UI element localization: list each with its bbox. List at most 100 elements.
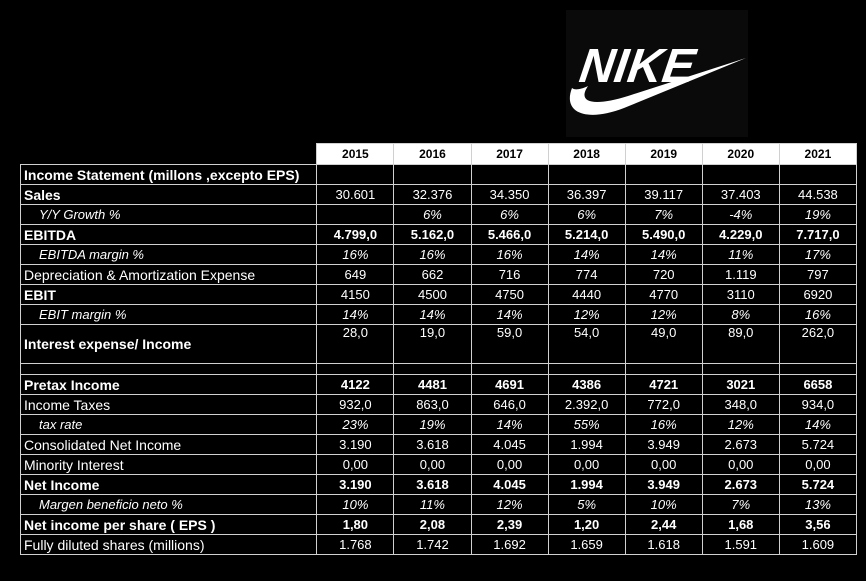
value-cell-2019: 49,0 [624,324,703,364]
value-cell-2021: 1.609 [778,534,858,555]
row-label: Net income per share ( EPS ) [19,514,318,535]
value-cell-2021: 5.724 [778,474,858,495]
value-cell-2018: 4440 [547,284,626,305]
year-header-2020: 2020 [701,143,780,165]
value-cell-2021: 7.717,0 [778,224,858,245]
value-cell-2018: 36.397 [547,184,626,205]
value-cell-2015: 0,00 [316,454,395,475]
row-label: Interest expense/ Income [19,324,318,364]
value-cell-2021: 3,56 [778,514,858,535]
value-cell-2019: 720 [624,264,703,285]
value-cell-2018: 1,20 [547,514,626,535]
value-cell-2021: 14% [778,414,858,435]
value-cell-2019: 14% [624,244,703,265]
row-margen-beneficio-neto: Margen beneficio neto % 10% 11% 12% 5% 10% 7% 1… [19,494,858,515]
value-cell-2020: 12% [701,414,780,435]
value-cell-2017: 59,0 [470,324,549,364]
value-cell-2021: 0,00 [778,454,858,475]
value-cell-2019: 2,44 [624,514,703,535]
value-cell-2016: 4481 [393,374,472,395]
row-label: EBITDA margin % [19,244,318,265]
value-cell-2018: 54,0 [547,324,626,364]
row-ebit: EBIT 4150 4500 4750 4440 4770 3110 6920 [19,284,858,305]
value-cell-2020: 89,0 [701,324,780,364]
row-label: tax rate [19,414,318,435]
value-cell-2016: 3.618 [393,434,472,455]
value-cell-2019: 3.949 [624,474,703,495]
row-label: Fully diluted shares (millions) [19,534,318,555]
value-cell-2017: 14% [470,414,549,435]
value-cell-2017: 2,39 [470,514,549,535]
value-cell-2019: 10% [624,494,703,515]
value-cell-2015: 23% [316,414,395,435]
value-cell-2021: 44.538 [778,184,858,205]
value-cell-2015: 1,80 [316,514,395,535]
value-cell-2021: 17% [778,244,858,265]
value-cell-2018: 12% [547,304,626,325]
value-cell-2019: 1.618 [624,534,703,555]
value-cell-2019: 7% [624,204,703,225]
value-cell-2017: 646,0 [470,394,549,415]
row-income-taxes: Income Taxes 932,0 863,0 646,0 2.392,0 772,0 3… [19,394,858,415]
value-cell-2020: 3021 [701,374,780,395]
row-net-income-per-share-eps: Net income per share ( EPS ) 1,80 2,08 2,39… [19,514,858,535]
header-blank-cell [21,144,317,165]
value-cell-2017: 6% [470,204,549,225]
value-cell-2017: 4.045 [470,474,549,495]
value-cell-2018: 5% [547,494,626,515]
value-cell-2015: 3.190 [316,434,395,455]
row-label: Depreciation & Amortization Expense [19,264,318,285]
value-cell-2017: 4750 [470,284,549,305]
value-cell-2020: 4.229,0 [701,224,780,245]
value-cell-2021: 262,0 [778,324,858,364]
row-label: Income Taxes [19,394,318,415]
row-label: Minority Interest [19,454,318,475]
value-cell-2016: 11% [393,494,472,515]
value-cell-2019: 5.490,0 [624,224,703,245]
value-cell-2016: 3.618 [393,474,472,495]
row-ebit-margin: EBIT margin % 14% 14% 14% 12% 12% 8% 16% [19,304,858,325]
value-cell-2018: 6% [547,204,626,225]
value-cell-2015: 3.190 [316,474,395,495]
value-cell-2015: 10% [316,494,395,515]
value-cell-2018: 4386 [547,374,626,395]
value-cell-2016: 14% [393,304,472,325]
nike-swoosh-icon: NIKE [569,39,746,115]
value-cell-2016: 662 [393,264,472,285]
row-label: Margen beneficio neto % [19,494,318,515]
value-cell-2015 [316,204,395,225]
row-label: Y/Y Growth % [19,204,318,225]
row-sales: Sales 30.601 32.376 34.350 36.397 39.117 37.40… [19,184,858,205]
value-cell-2015: 932,0 [316,394,395,415]
value-cell-2019: 16% [624,414,703,435]
value-cell-2019: 12% [624,304,703,325]
row-y-y-growth: Y/Y Growth % 6% 6% 6% 7% -4% 19% [19,204,858,225]
value-cell-2018: 5.214,0 [547,224,626,245]
value-cell-2020: 8% [701,304,780,325]
value-cell-2018: 1.659 [547,534,626,555]
value-cell-2015: 4150 [316,284,395,305]
value-cell-2020: 37.403 [701,184,780,205]
value-cell-2021: 6658 [778,374,858,395]
value-cell-2016: 0,00 [393,454,472,475]
value-cell-2021: 19% [778,204,858,225]
statement-title-row: Income Statement (millons ,excepto EPS) [19,164,858,185]
value-cell-2016: 16% [393,244,472,265]
value-cell-2020: 0,00 [701,454,780,475]
value-cell-2015: 16% [316,244,395,265]
value-cell-2019: 772,0 [624,394,703,415]
row-label: Consolidated Net Income [19,434,318,455]
row-label: Sales [19,184,318,205]
value-cell-2015: 14% [316,304,395,325]
logo-wordmark: NIKE [576,39,700,93]
value-cell-2017: 716 [470,264,549,285]
row-label: Pretax Income [19,374,318,395]
year-header-row: 2015 2016 2017 2018 2019 2020 2021 [21,143,858,165]
value-cell-2018: 14% [547,244,626,265]
value-cell-2015: 4.799,0 [316,224,395,245]
value-cell-2020: 2.673 [701,434,780,455]
value-cell-2015: 30.601 [316,184,395,205]
row-pretax-income: Pretax Income 4122 4481 4691 4386 4721 3021 665… [19,374,858,395]
row-label: EBIT [19,284,318,305]
value-cell-2015: 4122 [316,374,395,395]
